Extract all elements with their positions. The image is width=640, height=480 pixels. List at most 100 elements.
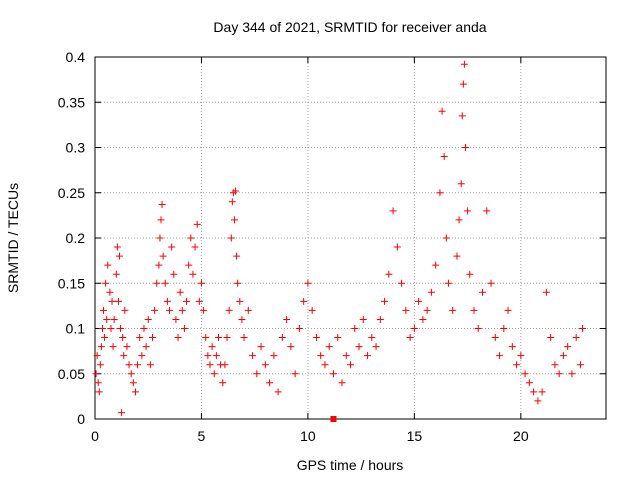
data-point [98,325,106,332]
data-point [458,112,466,120]
data-point [372,343,380,351]
data-point [423,306,431,314]
data-point [197,279,205,287]
y-tick-label: 0.2 [66,230,86,246]
data-point [278,334,286,342]
data-point [334,334,342,342]
data-point [453,252,461,260]
data-point [572,334,580,342]
data-point [102,279,110,287]
grid [95,57,606,419]
data-point [555,370,563,378]
data-point [351,325,359,332]
data-point [119,334,127,342]
y-axis-label: SRMTID / TECUs [5,183,21,293]
data-point [347,361,354,369]
data-point [142,343,150,351]
data-point [110,315,118,323]
data-point [104,261,112,269]
data-point [442,234,450,242]
data-point [223,334,231,342]
data-point [172,315,180,323]
data-point [287,343,295,351]
data-point [206,361,214,369]
data-point [134,361,142,369]
data-point [474,325,482,332]
y-tick-label: 0.15 [58,275,85,291]
data-point [121,306,129,314]
data-point [108,297,116,305]
y-tick-label: 0.05 [58,366,85,382]
data-point [274,388,282,396]
data-point [93,352,101,360]
data-point [542,288,550,296]
data-point [579,325,587,332]
data-point [170,270,178,278]
y-axis-ticks: 0 0.05 0.1 0.15 0.2 0.25 0.3 0.35 0.4 [58,49,606,427]
data-point [106,288,114,296]
data-point [438,107,446,115]
data-point [402,306,410,314]
data-point [295,325,303,332]
data-point [212,352,220,360]
x-tick-label: 10 [300,428,316,444]
data-point [534,397,542,405]
data-point [564,343,572,351]
data-point [94,379,102,387]
data-point [321,361,329,369]
data-point [266,379,274,387]
data-point [253,370,261,378]
data-point [291,370,299,378]
data-point [232,187,240,195]
data-point [457,180,465,188]
data-point [530,388,538,396]
data-point [479,288,487,296]
data-point [120,352,128,360]
data-point [427,288,435,296]
data-point [470,306,478,314]
data-point [342,352,350,360]
y-tick-label: 0.25 [58,185,85,201]
y-tick-label: 0.1 [66,321,86,337]
data-point [225,306,233,314]
data-point [112,270,120,278]
data-point [359,315,367,323]
data-point [551,361,559,369]
data-point [521,370,529,378]
data-point [191,243,199,251]
data-point [117,325,125,332]
data-point [449,306,457,314]
data-point [455,216,463,224]
data-point [118,409,126,417]
data-point [189,270,197,278]
data-point [113,243,121,251]
data-point [444,279,452,287]
data-point [459,80,467,88]
data-point [410,325,418,332]
data-point [491,334,499,342]
data-point [236,297,244,305]
data-point [234,279,242,287]
data-point [393,243,401,251]
data-point [174,334,182,342]
data-point [508,343,516,351]
data-point [114,297,122,305]
special-marker [330,416,337,422]
data-point [244,306,252,314]
data-point [95,388,103,396]
data-point [308,306,316,314]
y-tick-label: 0.4 [66,49,86,65]
data-point [146,361,154,369]
data-point [240,334,248,342]
data-point [487,279,495,287]
data-point [221,361,229,369]
x-tick-label: 5 [198,428,206,444]
data-point [483,207,491,215]
data-point [148,334,156,342]
data-point [406,334,414,342]
data-point [96,361,104,369]
data-point [329,370,337,378]
y-tick-label: 0.35 [58,94,85,110]
data-point [109,343,117,351]
